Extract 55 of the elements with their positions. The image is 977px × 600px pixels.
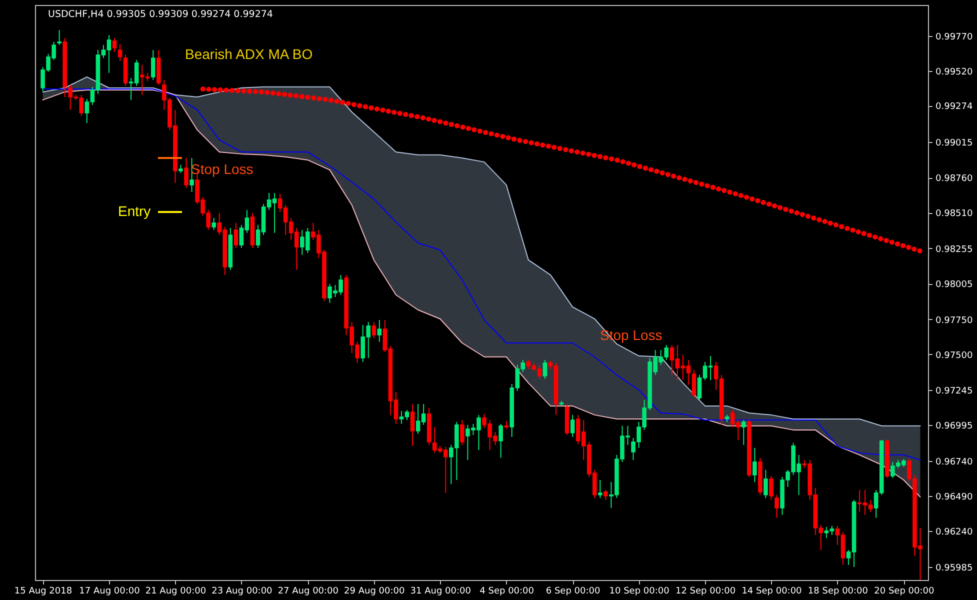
x-tick-label: 18 Sep 00:00 [808,586,868,596]
x-tick-label: 23 Aug 00:00 [212,586,273,596]
candlestick [741,419,746,446]
x-tick-label: 29 Aug 00:00 [344,586,405,596]
x-tick-label: 6 Sep 00:00 [546,586,600,596]
x-tick-label: 20 Sep 00:00 [874,586,934,596]
candlestick [460,419,464,446]
y-tick-label: 0.99770 [936,32,973,42]
y-tick-label: 0.96995 [936,422,973,432]
annotation: Bearish ADX MA BO [185,46,313,62]
candlestick [184,158,188,188]
candlestick [118,43,122,62]
y-tick-label: 0.98005 [936,280,973,290]
y-tick-label: 0.99274 [936,102,973,112]
candlestick [372,321,376,338]
y-tick-label: 0.99520 [936,68,973,78]
y-tick-label: 0.98255 [936,244,973,255]
candlestick [542,359,548,380]
x-tick-label: 31 Aug 00:00 [410,586,472,596]
x-tick-label: 4 Sep 00:00 [480,586,534,596]
x-tick-label: 17 Aug 00:00 [79,586,140,596]
candlestick [377,319,382,342]
annotation: Entry [118,203,151,219]
y-tick-label: 0.98760 [936,174,973,184]
candlestick [498,423,503,458]
chart-title: USDCHF,H4 0.99305 0.99309 0.99274 0.99274 [48,9,273,20]
x-tick-label: 10 Sep 00:00 [609,586,670,596]
y-tick-label: 0.97500 [936,350,973,361]
candlestick [692,369,696,398]
candlestick [752,447,757,482]
candlestick [410,403,415,446]
y-tick-label: 0.97245 [936,386,973,397]
candlestick [774,494,779,518]
y-tick-label: 0.96490 [936,492,973,502]
candlestick [234,222,238,248]
candlestick [570,414,575,438]
candlestick [764,469,768,498]
x-tick-label: 21 Aug 00:00 [145,586,206,596]
x-tick-label: 12 Sep 00:00 [675,586,736,596]
candlestick [769,475,774,500]
y-tick-label: 0.99015 [936,138,973,148]
candlestick [150,50,156,80]
candlestick [112,37,117,52]
y-tick-label: 0.96740 [936,457,973,468]
y-tick-label: 0.96240 [936,528,973,538]
candlestick [57,29,62,46]
x-tick-label: 14 Sep 00:00 [742,586,802,596]
y-tick-label: 0.95985 [936,563,973,574]
candlestick [212,217,216,230]
candlestick [598,480,602,498]
x-tick-label: 27 Aug 00:00 [278,586,339,596]
y-tick-label: 0.98510 [936,209,973,220]
y-tick-label: 0.97750 [936,316,973,326]
x-tick-label: 15 Aug 2018 [14,586,72,596]
candlestick [604,489,608,500]
